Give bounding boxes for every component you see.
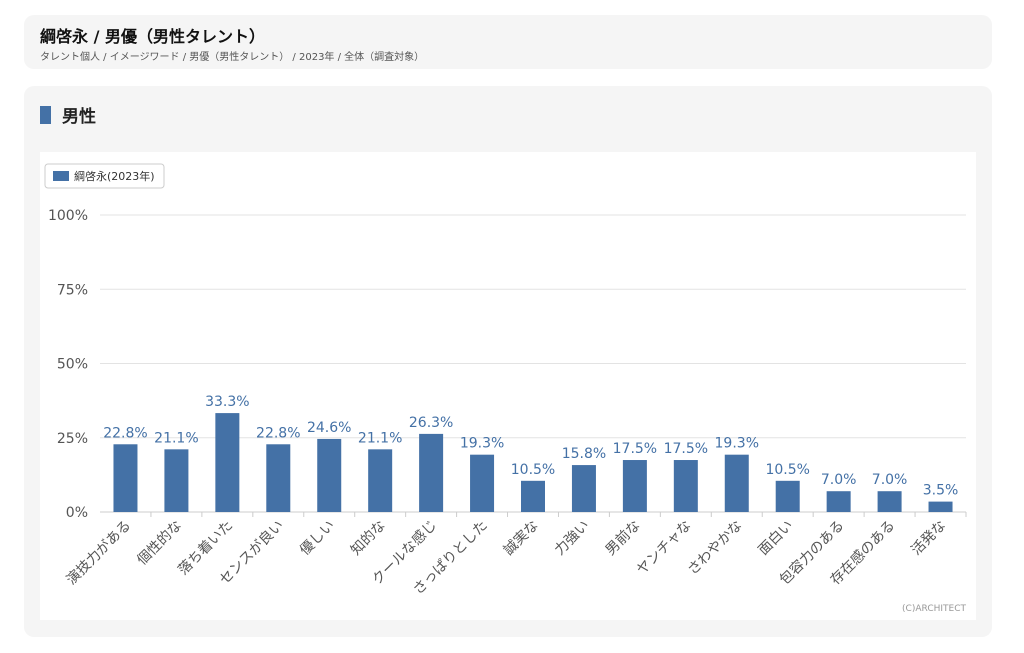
x-tick-label: 演技力がある: [64, 518, 135, 589]
data-label: 7.0%: [872, 472, 908, 488]
chart-card: 男性 0% 25% 50% 75% 100% 22.8% 演技力がある 21.1% 個性的な 33…: [24, 86, 992, 637]
section-title: 男性: [62, 107, 96, 127]
header-card: 綱啓永 / 男優（男性タレント） タレント個人 / イメージワード / 男優（男…: [24, 15, 992, 69]
bar: [419, 433, 444, 512]
y-tick-label: 100%: [48, 208, 88, 224]
page-title: 綱啓永 / 男優（男性タレント）: [40, 27, 265, 46]
data-label: 17.5%: [613, 441, 657, 457]
legend-label: 綱啓永(2023年): [74, 169, 155, 183]
chart-panel: 0% 25% 50% 75% 100% 22.8% 演技力がある 21.1% 個性的な 33.3%…: [40, 152, 976, 620]
bar: [215, 413, 240, 512]
data-label: 17.5%: [664, 441, 708, 457]
data-label: 21.1%: [154, 430, 198, 446]
data-label: 10.5%: [511, 462, 555, 478]
x-tick-label: 個性的な: [134, 518, 185, 569]
bar: [317, 438, 342, 512]
legend-box: [44, 163, 165, 189]
data-label: 10.5%: [765, 462, 809, 478]
data-label: 24.6%: [307, 420, 351, 436]
bar-chart: 0% 25% 50% 75% 100% 22.8% 演技力がある 21.1% 個性的な 33.3%…: [44, 163, 967, 598]
breadcrumb: タレント個人 / イメージワード / 男優（男性タレント） / 2023年 / …: [40, 52, 425, 63]
bar: [877, 491, 902, 512]
bar: [521, 480, 545, 512]
bar: [622, 460, 647, 512]
copyright: (C)ARCHITECT: [902, 604, 966, 614]
bar: [775, 480, 800, 512]
data-label: 3.5%: [923, 483, 959, 499]
bar: [113, 444, 138, 512]
section-marker: [40, 106, 51, 124]
x-tick-label: 優しい: [297, 518, 338, 559]
bar: [571, 465, 596, 512]
data-label: 19.3%: [715, 436, 759, 452]
data-label: 33.3%: [205, 394, 249, 410]
bar: [673, 460, 698, 512]
data-label: 21.1%: [358, 430, 402, 446]
x-tick-label: 活発な: [908, 518, 949, 559]
data-label: 22.8%: [256, 425, 300, 441]
data-label: 26.3%: [409, 415, 453, 431]
y-tick-label: 75%: [57, 282, 88, 298]
x-tick-label: 誠実な: [501, 518, 542, 559]
data-label: 15.8%: [562, 446, 606, 462]
bar: [826, 491, 851, 512]
x-tick-label: 面白い: [756, 518, 797, 559]
bar: [724, 454, 749, 512]
bar: [266, 444, 291, 512]
y-tick-label: 25%: [57, 431, 88, 447]
y-tick-label: 50%: [57, 357, 88, 373]
bar: [470, 454, 495, 512]
bar: [368, 449, 393, 512]
data-label: 19.3%: [460, 436, 504, 452]
bar: [928, 501, 953, 512]
x-tick-label: 男前な: [602, 517, 644, 559]
y-tick-label: 0%: [66, 505, 88, 521]
data-label: 22.8%: [103, 425, 147, 441]
x-tick-label: さわやかな: [685, 518, 746, 579]
data-label: 7.0%: [821, 472, 857, 488]
x-tick-label: 知的な: [347, 517, 389, 559]
bar: [164, 449, 189, 512]
x-tick-label: 力強い: [552, 518, 593, 559]
legend-swatch: [53, 171, 69, 181]
